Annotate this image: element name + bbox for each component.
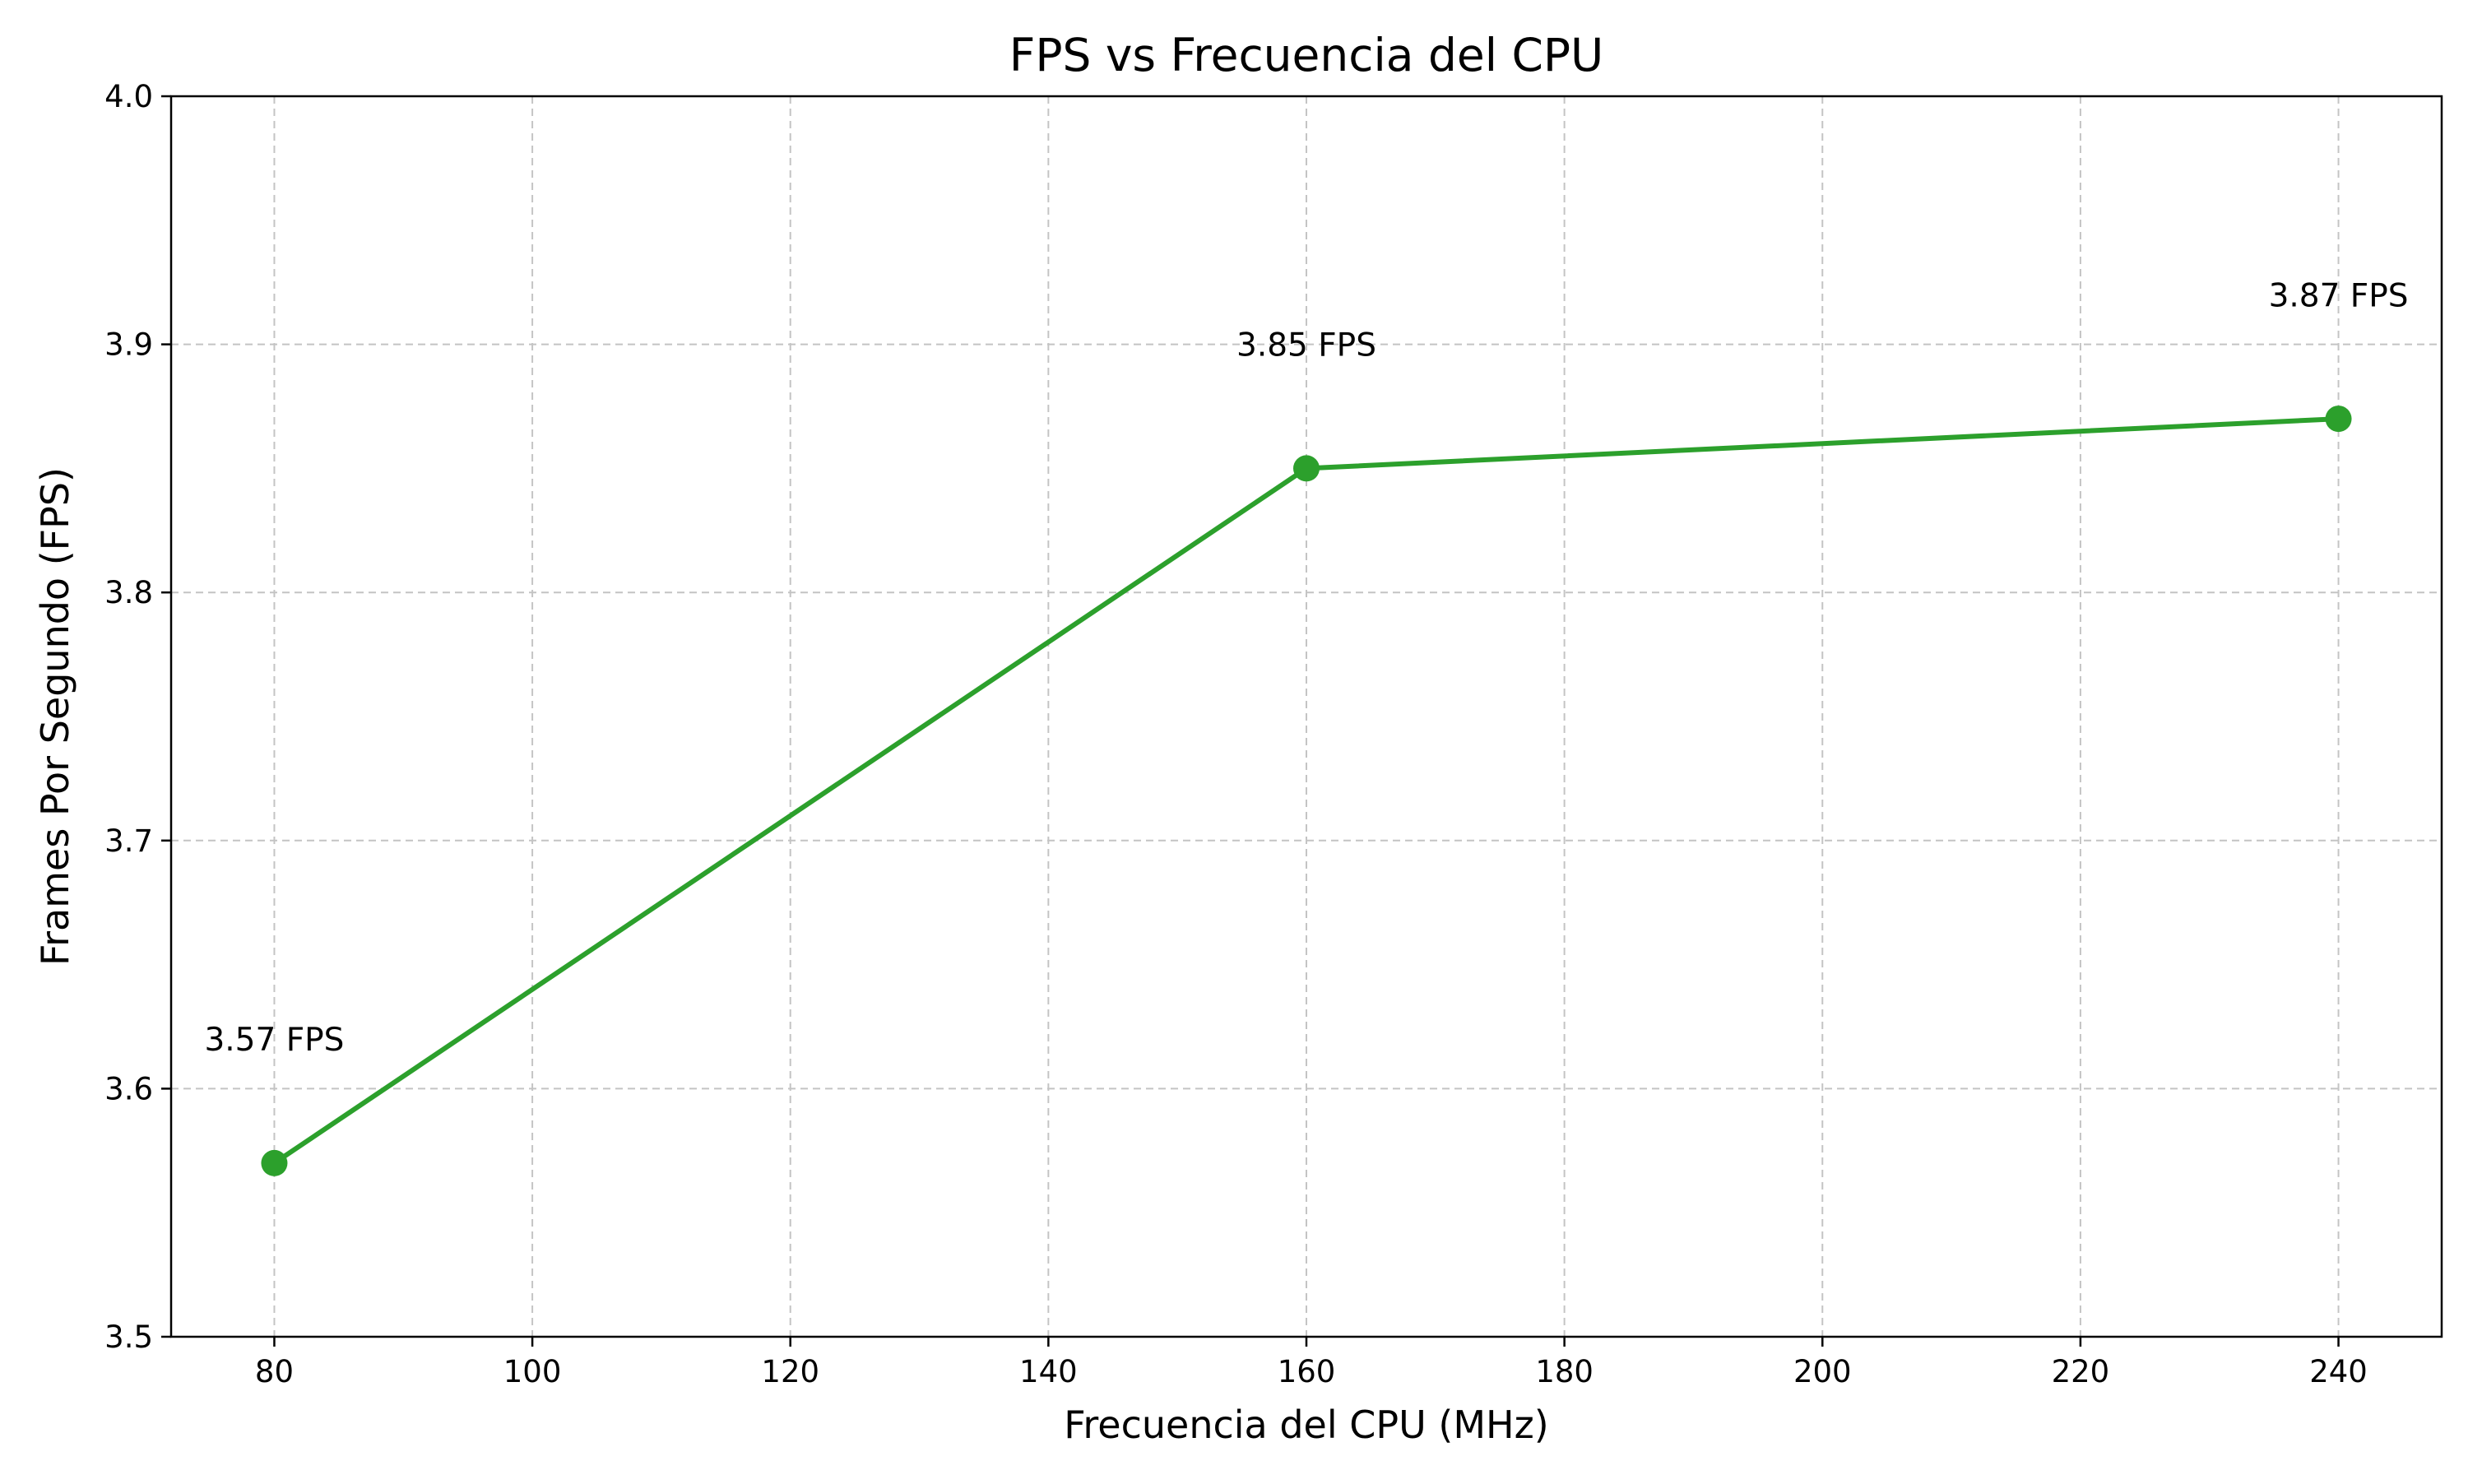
x-tick-label: 80 [255, 1354, 294, 1389]
x-axis-label: Frecuencia del CPU (MHz) [1064, 1403, 1548, 1447]
y-tick-label: 3.8 [104, 575, 153, 610]
x-tick-label: 200 [1793, 1354, 1852, 1389]
y-tick-label: 4.0 [104, 79, 153, 114]
axis-ticks: 80 100 120 140 160 180 200 220 240 3.5 3.6 3.7 3.8 3.… [104, 79, 2368, 1389]
data-point-label: 3.87 FPS [2269, 277, 2409, 314]
x-tick-label: 140 [1019, 1354, 1078, 1389]
x-tick-label: 220 [2052, 1354, 2110, 1389]
x-tick-label: 160 [1278, 1354, 1336, 1389]
data-point [261, 1149, 288, 1176]
data-point [1293, 455, 1320, 482]
y-tick-label: 3.6 [104, 1071, 153, 1106]
chart-title: FPS vs Frecuencia del CPU [1009, 29, 1604, 81]
series-layer [261, 406, 2352, 1176]
data-point-label: 3.85 FPS [1236, 327, 1376, 364]
y-tick-label: 3.7 [104, 823, 153, 859]
data-point-label: 3.57 FPS [204, 1022, 344, 1059]
x-tick-label: 180 [1535, 1354, 1594, 1389]
x-tick-label: 240 [2309, 1354, 2368, 1389]
y-tick-label: 3.5 [104, 1319, 153, 1355]
data-labels: 3.57 FPS 3.85 FPS 3.87 FPS [204, 277, 2408, 1059]
y-tick-label: 3.9 [104, 327, 153, 363]
y-axis-label: Frames Por Segundo (FPS) [33, 467, 77, 966]
x-tick-label: 100 [503, 1354, 562, 1389]
data-point [2325, 406, 2352, 433]
x-tick-label: 120 [761, 1354, 819, 1389]
